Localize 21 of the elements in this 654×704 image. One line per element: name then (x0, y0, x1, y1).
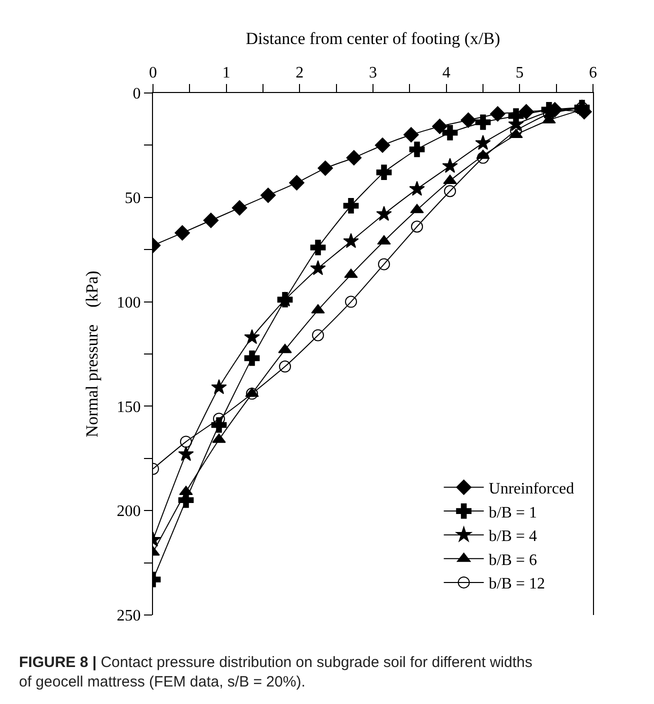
y-tick-label: 50 (124, 190, 141, 207)
x-tick-label: 1 (222, 64, 230, 82)
x-tick-label: 2 (296, 64, 304, 82)
y-tick-label: 250 (116, 608, 141, 625)
legend-label: b/B = 1 (488, 504, 537, 522)
y-axis-title: Normal pressure (kPa) (82, 270, 102, 438)
legend-label: b/B = 4 (488, 528, 537, 546)
y-tick-label: 0 (132, 86, 141, 103)
legend-label: b/B = 6 (488, 552, 537, 569)
legend-label: b/B = 12 (488, 576, 545, 593)
y-tick-label: 200 (116, 503, 141, 520)
legend-label: Unreinforced (488, 480, 574, 498)
x-tick-label: 5 (516, 64, 524, 82)
x-tick-label: 3 (369, 64, 377, 82)
y-tick-label: 150 (116, 398, 141, 416)
x-tick-label: 0 (149, 64, 157, 82)
y-tick-label: 100 (116, 294, 141, 312)
caption: FIGURE 8 | Contact pressure distribution on subgrade soil for different widths of geocell mattress (FEM data, s/B = 20%). (19, 654, 532, 690)
x-tick-label: 4 (442, 64, 450, 82)
x-tick-label: 6 (589, 64, 597, 82)
x-axis-title: Distance from center of footing (x/B) (246, 29, 500, 48)
